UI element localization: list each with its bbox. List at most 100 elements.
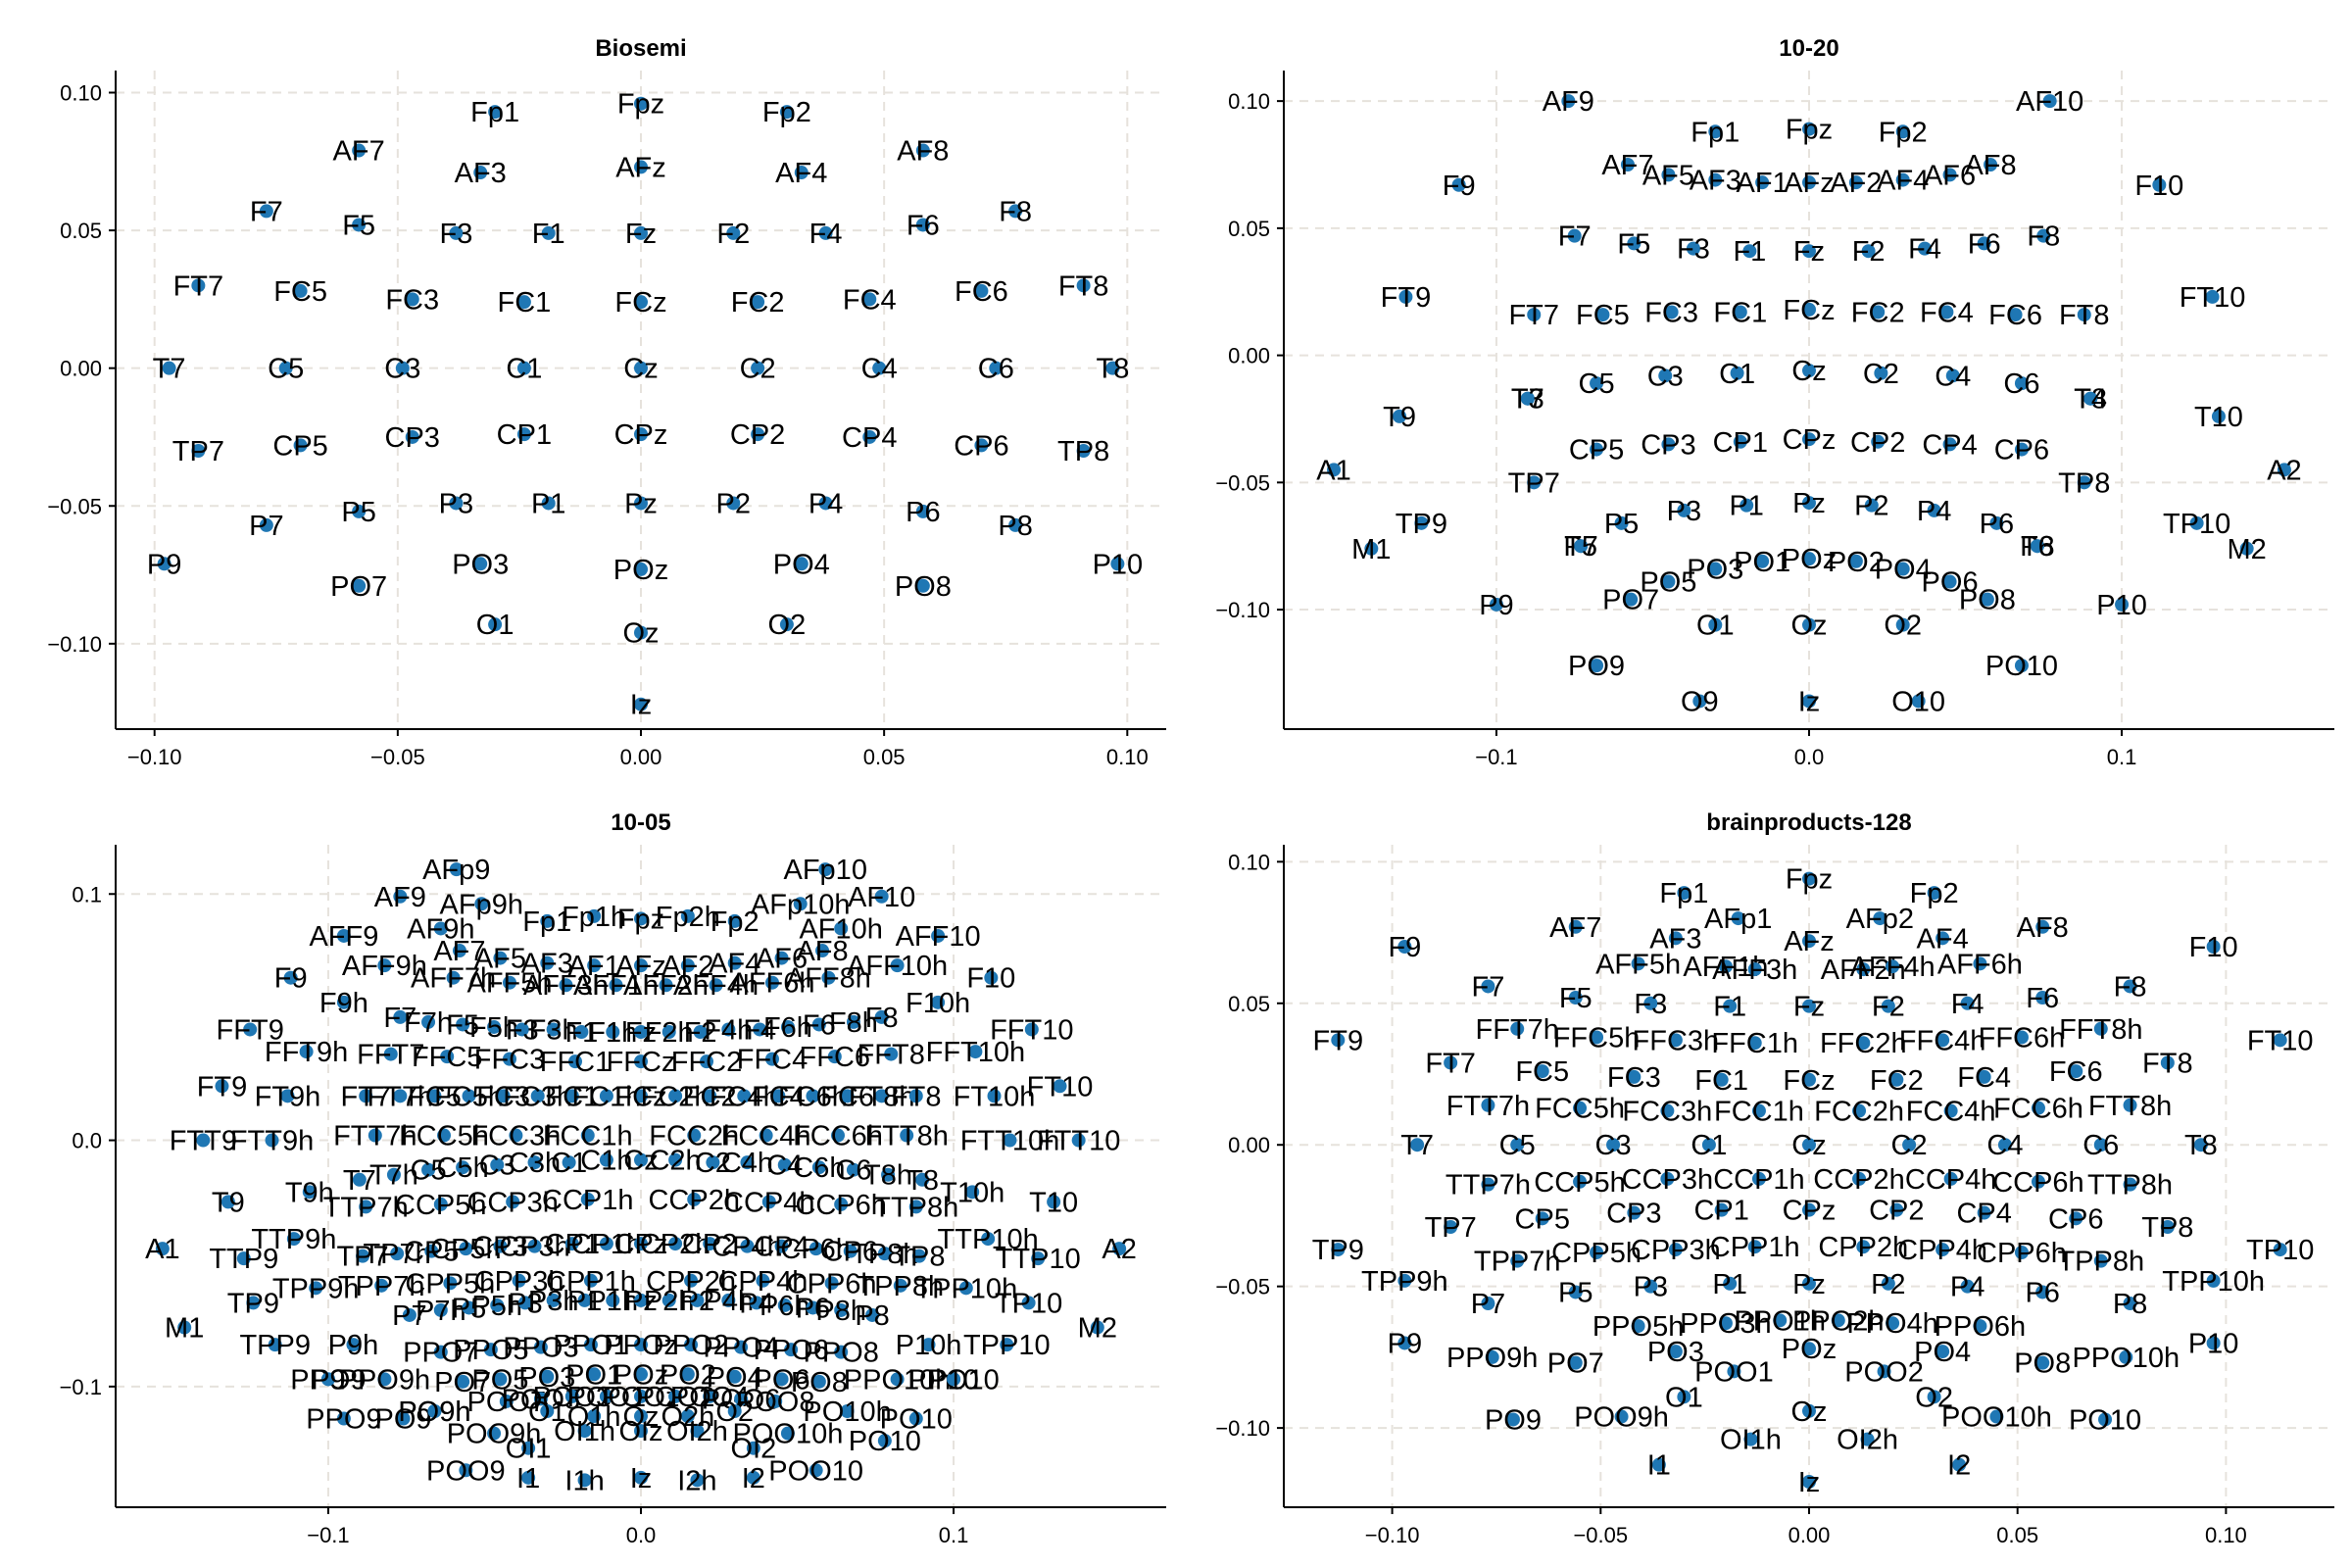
electrode-label: F7 [1558, 221, 1592, 253]
electrode-point [794, 557, 808, 571]
electrode-point [2069, 1211, 2083, 1226]
electrode-point [452, 944, 466, 958]
electrode-point [352, 1172, 367, 1187]
electrode-label: CP1 [497, 419, 552, 451]
electrode-point [1743, 1432, 1758, 1446]
x-tick-label: 0.05 [1996, 1523, 2038, 1547]
electrode-point [693, 1024, 708, 1039]
electrode-point [1686, 241, 1700, 256]
x-tick-label: −0.1 [307, 1523, 349, 1547]
electrode-point [1802, 617, 1816, 632]
electrode-label: AFF1h [573, 970, 659, 1002]
electrode-point [890, 1372, 905, 1387]
electrode-point [473, 557, 488, 571]
electrode-label: AFF4h [1850, 952, 1936, 983]
electrode-label: TTP9h [251, 1224, 336, 1255]
electrode-label: FT10 [2247, 1025, 2314, 1056]
electrode-label: PO10 [849, 1426, 921, 1457]
electrode-point [1444, 1220, 1458, 1234]
electrode-point [634, 361, 648, 375]
electrode-point [634, 1152, 648, 1167]
electrode-point [1631, 1319, 1645, 1334]
electrode-label: PPO4h [1846, 1308, 1938, 1340]
electrode-label: FC5 [408, 1081, 462, 1112]
electrode-label: CCP1h [542, 1185, 634, 1216]
y-tick-label: 0.00 [60, 357, 102, 381]
electrode-label: TTP10 [996, 1244, 1081, 1275]
electrode-label: CPP2h [1818, 1232, 1908, 1263]
electrode-label: FCC2h [649, 1121, 739, 1152]
electrode-point [1802, 302, 1816, 317]
electrode-point [2160, 1055, 2175, 1070]
electrode-label: Cz [623, 1146, 658, 1177]
electrode-label: P5 [452, 1293, 486, 1324]
electrode-label: F1 [1733, 236, 1766, 268]
electrode-label: AF7 [433, 936, 485, 967]
electrode-point [690, 1424, 705, 1439]
electrode-point [2014, 376, 2029, 391]
electrode-label: FFC4h [1899, 1025, 1986, 1056]
electrode-point [703, 1237, 717, 1251]
electrode-label: O2h [661, 1401, 714, 1433]
electrode-point [516, 361, 531, 375]
electrode-label: Fpz [617, 89, 664, 121]
electrode-point [1989, 515, 2004, 530]
electrode-point [751, 427, 765, 442]
electrode-label: P9 [1388, 1328, 1422, 1359]
electrode-label: I1 [1647, 1450, 1671, 1482]
electrode-label: C1 [506, 354, 542, 385]
electrode-point [1398, 289, 1413, 304]
electrode-point [668, 1089, 683, 1103]
electrode-point [668, 1152, 683, 1167]
electrode-label: PO7 [330, 571, 387, 603]
electrode-label: AFz [615, 152, 666, 183]
electrode-point [931, 928, 946, 943]
electrode-point [884, 1047, 899, 1061]
electrode-point [811, 1374, 826, 1389]
electrode-point [405, 292, 419, 307]
electrode-label: P5 [341, 497, 375, 528]
electrode-point [1053, 1079, 1067, 1094]
electrode-label: T9 [212, 1187, 245, 1218]
electrode-label: FT8 [2142, 1048, 2193, 1079]
electrode-point [587, 958, 602, 973]
electrode-label: O2 [1915, 1382, 1953, 1413]
electrode-point [974, 438, 989, 453]
electrode-label: F4 [809, 219, 843, 250]
electrode-point [779, 617, 794, 632]
electrode-point [2206, 940, 2221, 954]
electrode-label: P2 [680, 1286, 714, 1317]
electrode-point [1076, 278, 1091, 293]
electrode-point [503, 975, 516, 990]
electrode-point [2123, 979, 2137, 994]
electrode-label: POz [613, 555, 668, 586]
electrode-point [1871, 305, 1886, 319]
electrode-point [1708, 617, 1723, 632]
electrode-label: Fp1 [1659, 878, 1708, 909]
electrode-label: CCP5h [1534, 1167, 1626, 1199]
electrode-label: P4 [808, 488, 843, 519]
electrode-point [1773, 1313, 1788, 1328]
electrode-point [989, 361, 1004, 375]
electrode-point [564, 1389, 579, 1403]
electrode-point [680, 958, 695, 973]
electrode-point [908, 1089, 923, 1103]
electrode-label: T10 [2194, 402, 2243, 433]
panel-10-20: 10-20 −0.1 0.0 0.1 −0.10 −0.05 0.00 0.05 0.10 AF… [1215, 35, 2334, 769]
electrode-point [827, 1050, 842, 1064]
electrode-label: F6 [906, 210, 940, 241]
electrode-point [751, 295, 765, 310]
electrode-label: P5 [1558, 1277, 1592, 1308]
electrode-label: CPP6h [787, 1268, 877, 1299]
electrode-point [1624, 592, 1639, 607]
electrode-label: CP6 [2048, 1203, 2103, 1235]
electrode-label: P10 [928, 1364, 979, 1396]
electrode-label: Oz [622, 1401, 659, 1433]
electrode-point [1747, 1036, 1762, 1051]
electrode-label: Oz [1790, 1396, 1827, 1428]
electrode-label: I1 [516, 1463, 540, 1494]
electrode-point [474, 897, 489, 911]
electrode-point [1960, 996, 1975, 1010]
electrode-point [793, 897, 808, 911]
